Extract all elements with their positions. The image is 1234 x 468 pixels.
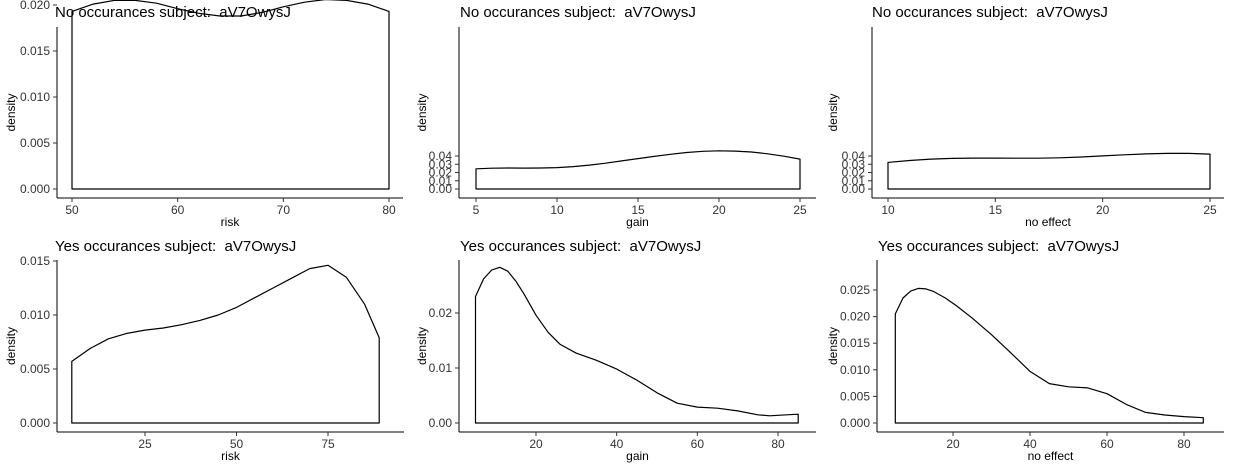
x-tick-label: 80 — [771, 437, 785, 451]
x-tick-label: 5 — [473, 203, 480, 217]
x-tick-label: 25 — [138, 437, 152, 451]
x-tick-label: 10 — [550, 203, 564, 217]
density-plot: 0.000 0.005 0.010 0.015 0.020 0.025 20 40 60 80 no… — [826, 260, 1224, 463]
x-tick-label: 40 — [1023, 437, 1037, 451]
x-tick-label: 20 — [712, 203, 726, 217]
x-tick-label: 60 — [171, 203, 185, 217]
x-tick-label: 75 — [321, 437, 335, 451]
x-axis-label: no effect — [1025, 215, 1071, 229]
x-axis-label: risk — [221, 449, 241, 463]
y-tick-label: 0.01 — [429, 361, 453, 375]
y-tick-label: 0.015 — [20, 44, 50, 58]
y-tick-label: 0.02 — [429, 306, 453, 320]
panel-yes-noeffect: Yes occurances subject: aV7OwysJ 0.000 0.… — [822, 234, 1234, 468]
x-tick-label: 20 — [529, 437, 543, 451]
density-plot: 0.000 0.005 0.010 0.015 0.020 50 60 70 80 risk den… — [4, 0, 403, 229]
panel-title: No occurances subject: aV7OwysJ — [55, 4, 291, 21]
x-tick-label: 25 — [793, 203, 807, 217]
y-axis-label: density — [4, 93, 18, 131]
y-tick-label: 0.000 — [20, 416, 50, 430]
y-axis-label: density — [826, 327, 840, 365]
y-tick-label: 0.020 — [840, 310, 870, 324]
panel-title: No occurances subject: aV7OwysJ — [460, 4, 696, 21]
panel-title: Yes occurances subject: aV7OwysJ — [460, 238, 702, 255]
panel-title: Yes occurances subject: aV7OwysJ — [55, 238, 297, 255]
y-axis-label: density — [826, 93, 840, 131]
density-curve — [71, 264, 380, 424]
y-tick-label: 0.015 — [840, 336, 870, 350]
x-tick-label: 50 — [230, 437, 244, 451]
x-tick-label: 15 — [989, 203, 1003, 217]
panel-title: No occurances subject: aV7OwysJ — [872, 4, 1108, 21]
density-plot: 0.000.010.020.030.04 10 15 20 25 no effect den… — [826, 27, 1224, 229]
density-curve — [894, 287, 1204, 424]
panel-yes-risk: Yes occurances subject: aV7OwysJ 0.000 0.… — [0, 234, 411, 468]
panel-title: Yes occurances subject: aV7OwysJ — [878, 238, 1120, 255]
density-plot: 0.000 0.005 0.010 0.015 25 50 75 risk density — [4, 254, 404, 463]
density-curve — [71, 0, 390, 190]
y-tick-label: 0.01 — [842, 174, 866, 188]
y-tick-label: 0.04 — [842, 149, 866, 163]
x-tick-label: 60 — [691, 437, 705, 451]
x-tick-label: 40 — [610, 437, 624, 451]
y-tick-label: 0.01 — [429, 174, 453, 188]
y-tick-label: 0.005 — [20, 362, 50, 376]
y-axis-label: density — [415, 93, 429, 131]
x-tick-label: 80 — [382, 203, 396, 217]
y-tick-label: 0.000 — [20, 182, 50, 196]
panel-yes-gain: Yes occurances subject: aV7OwysJ 0.00 0.0… — [411, 234, 822, 468]
y-tick-label: 0.015 — [20, 254, 50, 268]
y-tick-label: 0.005 — [840, 389, 870, 403]
y-tick-label: 0.010 — [20, 90, 50, 104]
y-tick-label: 0.025 — [840, 283, 870, 297]
y-tick-label: 0.000 — [840, 416, 870, 430]
y-tick-label: 0.010 — [840, 363, 870, 377]
x-tick-label: 10 — [881, 203, 895, 217]
x-axis-label: no effect — [1028, 449, 1074, 463]
y-tick-label: 0.005 — [20, 136, 50, 150]
x-axis-label: risk — [221, 215, 241, 229]
y-tick-label: 0.02 — [429, 166, 453, 180]
x-tick-label: 15 — [631, 203, 645, 217]
y-tick-label: 0.00 — [429, 182, 453, 196]
panel-no-gain: No occurances subject: aV7OwysJ 0.00 0.01… — [411, 0, 822, 230]
x-tick-label: 20 — [1096, 203, 1110, 217]
y-tick-label: 0.00 — [429, 416, 453, 430]
x-tick-label: 80 — [1177, 437, 1191, 451]
x-tick-label: 50 — [65, 203, 79, 217]
y-tick-label: 0.03 — [842, 157, 866, 171]
y-tick-label: 0.010 — [20, 308, 50, 322]
y-axis-label: density — [4, 327, 18, 365]
panel-no-risk: No occurances subject: aV7OwysJ 0.000 0.0… — [0, 0, 411, 230]
y-tick-label: 0.02 — [842, 166, 866, 180]
x-tick-label: 20 — [946, 437, 960, 451]
y-tick-label: 0.020 — [20, 0, 50, 12]
density-curve — [474, 266, 799, 424]
x-tick-label: 25 — [1203, 203, 1217, 217]
panel-no-noeffect: No occurances subject: aV7OwysJ 0.00 0.01… — [822, 0, 1234, 230]
y-tick-label: 0.00 — [842, 182, 866, 196]
y-tick-label: 0.04 — [429, 149, 453, 163]
density-plot: 0.00 0.01 0.02 20 40 60 80 gain density — [415, 260, 816, 463]
y-tick-label: 0.03 — [429, 157, 453, 171]
density-plot: 0.000.010.020.030.04 5 10 15 20 25 gain density — [415, 27, 816, 229]
density-curve — [475, 150, 801, 190]
x-tick-label: 60 — [1100, 437, 1114, 451]
x-axis-label: gain — [626, 449, 649, 463]
x-axis-label: gain — [626, 215, 649, 229]
x-tick-label: 70 — [277, 203, 291, 217]
y-axis-label: density — [415, 327, 429, 365]
density-curve — [887, 152, 1211, 190]
